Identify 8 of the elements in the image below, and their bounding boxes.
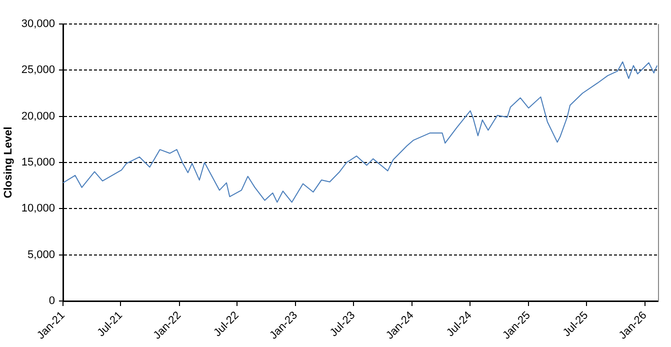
y-tick-label: 5,000 [27, 248, 55, 261]
y-tick-label: 0 [48, 295, 55, 308]
y-tick-label: 20,000 [21, 110, 55, 122]
y-tick-label: 15,000 [21, 156, 55, 169]
y-axis-title: Closing Level [2, 126, 15, 198]
y-tick-label: 30,000 [21, 18, 55, 30]
y-tick-label: 25,000 [21, 64, 55, 76]
y-tick-label: 10,000 [21, 202, 55, 215]
